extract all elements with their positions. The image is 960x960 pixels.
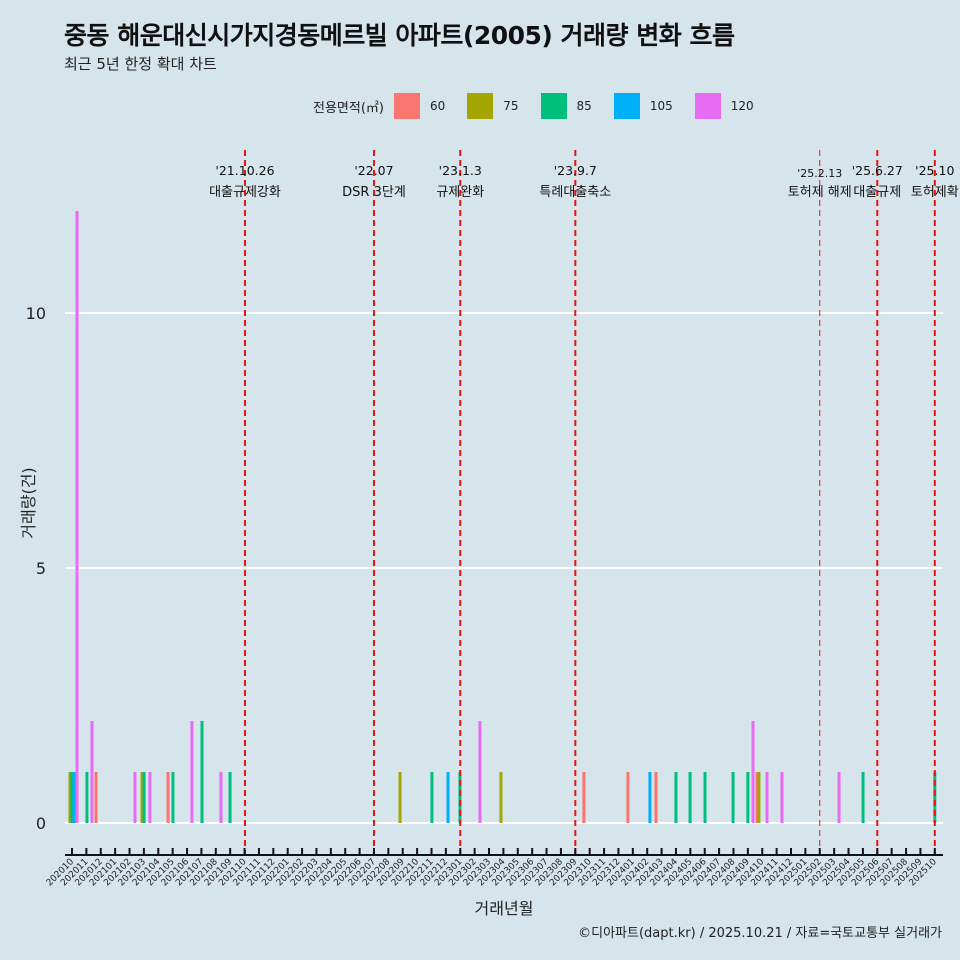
bar-85: [933, 772, 937, 823]
bar-85: [200, 721, 204, 823]
chart-subtitle: 최근 5년 한정 확대 차트: [64, 55, 217, 73]
event-label: 대출규제: [853, 185, 901, 200]
legend-swatch-60: [393, 93, 420, 119]
bar-75: [757, 772, 761, 823]
bar-85: [458, 772, 462, 823]
event-label: 특례대출축소: [539, 185, 611, 200]
event-date: '22.07: [354, 163, 393, 178]
bar-85: [861, 772, 865, 823]
event-label: 대출규제강화: [209, 185, 281, 200]
bar-75: [140, 772, 144, 823]
chart-title: 중동 해운대신시가지경동메르빌 아파트(2005) 거래량 변화 흐름: [64, 21, 735, 50]
y-tick-label: 10: [26, 304, 46, 323]
bar-120: [219, 772, 223, 823]
bar-85: [703, 772, 707, 823]
event-label: DSR 3단계: [342, 185, 406, 200]
legend-swatch-120: [694, 93, 721, 119]
bar-60: [755, 772, 759, 823]
bar-75: [398, 772, 402, 823]
bar-105: [446, 772, 450, 823]
bar-105: [648, 772, 652, 823]
bar-60: [94, 772, 98, 823]
bar-75: [68, 772, 72, 823]
bar-60: [654, 772, 658, 823]
legend-title: 전용면적(㎡): [313, 100, 384, 116]
bar-85: [228, 772, 232, 823]
bar-60: [166, 772, 170, 823]
legend-label-75: 75: [503, 99, 519, 113]
bar-120: [751, 721, 755, 823]
event-label: 규제완화: [436, 185, 484, 200]
bar-85: [731, 772, 735, 823]
bar-120: [780, 772, 784, 823]
bar-60: [626, 772, 630, 823]
bar-120: [765, 772, 769, 823]
bar-85: [746, 772, 750, 823]
event-date: '21.10.26: [215, 163, 274, 178]
bar-120: [190, 721, 194, 823]
bar-85: [70, 772, 74, 823]
event-label: 토허제확: [911, 185, 959, 200]
bar-60: [582, 772, 586, 823]
bar-85: [688, 772, 692, 823]
bar-120: [90, 721, 94, 823]
bar-85: [430, 772, 434, 823]
bar-85: [142, 772, 146, 823]
event-date: '25.2.13: [797, 167, 842, 180]
bar-85: [85, 772, 89, 823]
legend-label-105: 105: [649, 99, 673, 113]
x-axis-title: 거래년월: [475, 899, 534, 918]
bar-120: [837, 772, 841, 823]
legend-label-85: 85: [576, 99, 592, 113]
event-date: '25.6.27: [852, 163, 903, 178]
bar-75: [499, 772, 503, 823]
event-date: '23.1.3: [439, 163, 482, 178]
y-tick-label: 0: [36, 814, 46, 833]
legend-label-60: 60: [429, 99, 446, 113]
legend: 전용면적(㎡) 60 75 85 105 120: [313, 93, 776, 119]
event-label: 토허제 해제: [788, 185, 852, 200]
bar-120: [148, 772, 152, 823]
bar-120: [75, 211, 79, 823]
bar-120: [133, 772, 137, 823]
caption: ©디아파트(dapt.kr) / 2025.10.21 / 자료=국토교통부 실…: [578, 926, 942, 941]
bar-85: [171, 772, 175, 823]
y-tick-label: 5: [36, 559, 46, 578]
legend-swatch-105: [613, 93, 640, 119]
bar-120: [478, 721, 482, 823]
event-date: '23.9.7: [554, 163, 597, 178]
legend-swatch-85: [540, 93, 567, 119]
legend-label-120: 120: [730, 99, 754, 113]
bar-105: [72, 772, 76, 823]
legend-swatch-75: [467, 93, 494, 119]
bar-85: [674, 772, 678, 823]
y-axis-title: 거래량(건): [19, 467, 38, 538]
event-date: '25.10: [915, 163, 954, 178]
